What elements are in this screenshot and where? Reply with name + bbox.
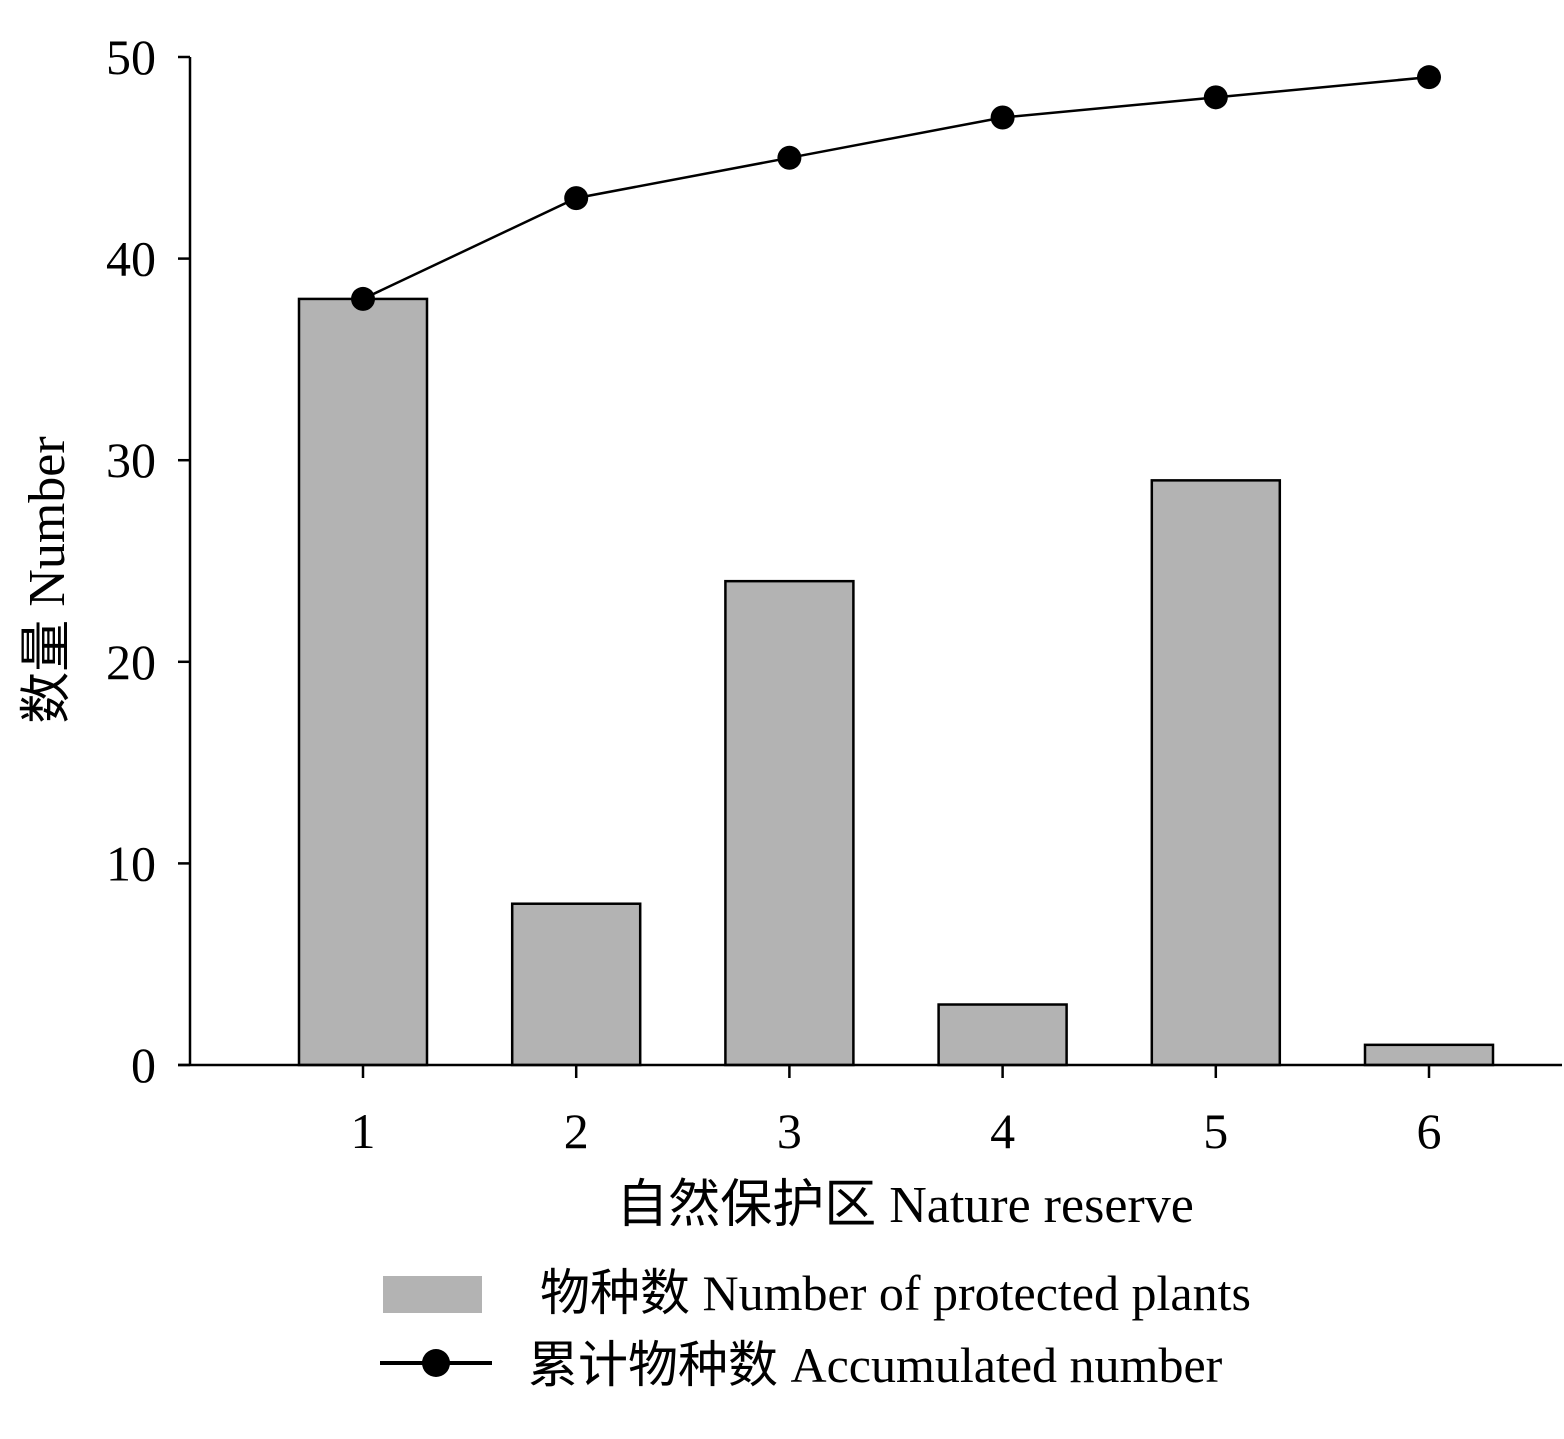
x-tick-label-6: 6 bbox=[1417, 1103, 1442, 1159]
legend-label-bars: 物种数 Number of protected plants bbox=[540, 1265, 1251, 1321]
x-ticks: 1 2 3 4 5 6 bbox=[351, 1065, 1442, 1159]
y-tick-label-0: 0 bbox=[131, 1037, 156, 1093]
x-tick-label-4: 4 bbox=[990, 1103, 1015, 1159]
y-axis-title: 数量 Number bbox=[19, 436, 76, 723]
bar-5 bbox=[1150, 479, 1282, 1067]
legend: 物种数 Number of protected plants 累计物种数 Acc… bbox=[380, 1265, 1251, 1393]
point-3 bbox=[777, 145, 802, 170]
point-6 bbox=[1417, 65, 1441, 90]
y-tick-label-20: 20 bbox=[106, 634, 156, 690]
bar-2 bbox=[510, 902, 642, 1067]
x-tick-label-3: 3 bbox=[777, 1103, 802, 1159]
y-tick-label-30: 30 bbox=[106, 432, 156, 488]
line-series bbox=[351, 65, 1441, 311]
point-5 bbox=[1203, 85, 1228, 110]
bar-series bbox=[297, 297, 1495, 1067]
legend-item-line: 累计物种数 Accumulated number bbox=[380, 1337, 1223, 1393]
x-tick-label-2: 2 bbox=[564, 1103, 589, 1159]
legend-swatch-marker bbox=[422, 1349, 450, 1377]
bar-6 bbox=[1363, 1043, 1495, 1067]
bar-4 bbox=[937, 1003, 1068, 1067]
point-1 bbox=[351, 286, 375, 311]
axes bbox=[178, 57, 1562, 1067]
y-ticks: 0 10 20 30 40 50 bbox=[106, 29, 190, 1093]
x-tick-label-1: 1 bbox=[351, 1103, 376, 1159]
x-tick-label-5: 5 bbox=[1203, 1103, 1228, 1159]
legend-swatch-bar bbox=[383, 1276, 482, 1313]
y-tick-label-50: 50 bbox=[106, 29, 156, 85]
point-4 bbox=[990, 105, 1015, 130]
bar-1 bbox=[297, 297, 429, 1067]
bar-3 bbox=[724, 579, 855, 1067]
point-2 bbox=[564, 186, 589, 211]
accumulated-line bbox=[362, 75, 1430, 301]
legend-item-bars: 物种数 Number of protected plants bbox=[383, 1265, 1251, 1321]
y-tick-label-40: 40 bbox=[106, 231, 156, 287]
legend-label-line: 累计物种数 Accumulated number bbox=[528, 1337, 1223, 1393]
y-tick-label-10: 10 bbox=[106, 835, 156, 891]
x-axis-title: 自然保护区 Nature reserve bbox=[616, 1177, 1194, 1234]
